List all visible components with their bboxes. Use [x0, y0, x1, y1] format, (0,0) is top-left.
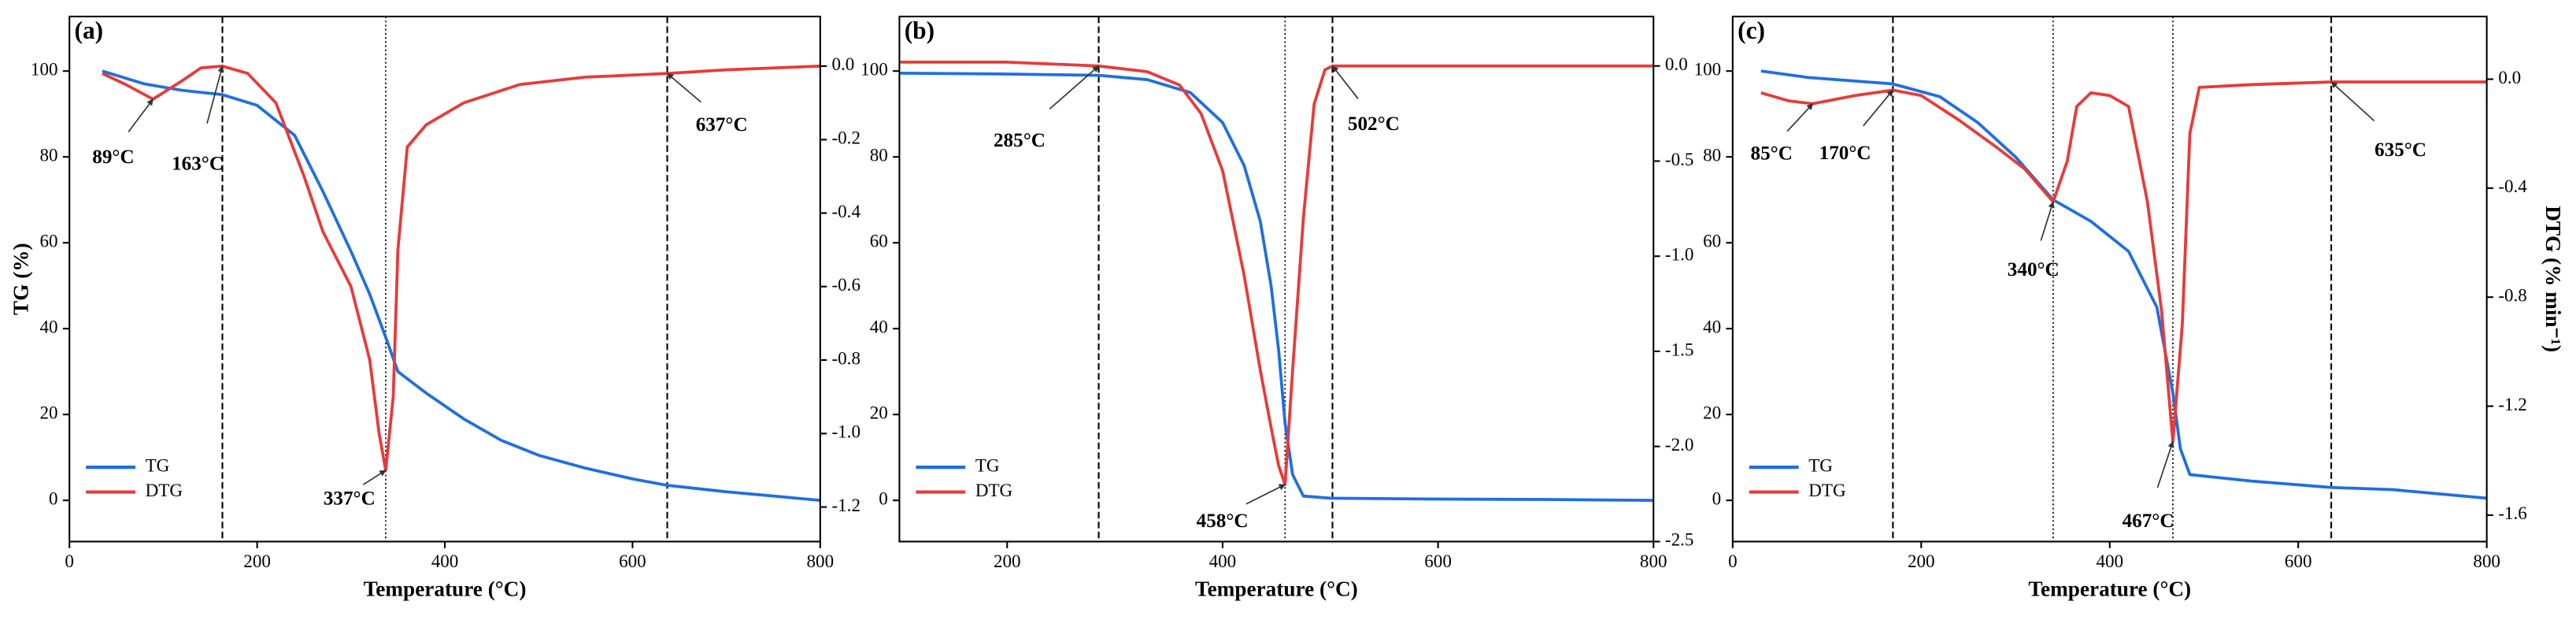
x-tick-label: 800 [807, 551, 835, 571]
legend-label: TG [146, 455, 170, 475]
y2-tick-label: -2.0 [1665, 434, 1693, 455]
y-tick-label: 20 [870, 402, 888, 422]
y2-tick-label: -0.8 [2498, 284, 2526, 305]
annotation-arrow [2156, 440, 2174, 488]
y2-tick-label: 0.0 [1665, 54, 1688, 74]
y-axis-label: TG (%) [9, 243, 33, 315]
y2-tick-label: -0.8 [831, 347, 860, 368]
x-tick-label: 600 [619, 551, 646, 571]
annotation-arrow [362, 470, 387, 485]
annotation: 89°C [92, 147, 134, 168]
annotation: 635°C [2374, 139, 2426, 161]
legend-label: DTG [1808, 480, 1845, 500]
y2-tick-label: 0.0 [831, 54, 854, 74]
data-line [1760, 80, 2487, 444]
y-tick-label: 20 [1703, 402, 1721, 422]
data-line [102, 69, 820, 503]
y2-tick-label: -0.6 [831, 274, 860, 295]
x-tick-label: 0 [65, 551, 74, 571]
annotation: 467°C [2123, 510, 2174, 532]
x-tick-label: 400 [1209, 551, 1237, 571]
annotation: 458°C [1197, 510, 1249, 532]
annotation: 85°C [1751, 143, 1793, 164]
annotation: 637°C [696, 114, 748, 136]
annotation: 163°C [172, 153, 224, 174]
panel-label: (a) [74, 17, 103, 44]
y-tick-label: 100 [1694, 58, 1722, 79]
data-line [1760, 69, 2487, 500]
x-tick-label: 600 [2285, 551, 2312, 571]
y-tick-label: 60 [39, 230, 57, 251]
y2-tick-label: -1.2 [2498, 394, 2526, 414]
y2-tick-label: -0.2 [831, 128, 860, 148]
annotation: 340°C [2008, 259, 2060, 280]
y-tick-label: 40 [870, 316, 888, 336]
y2-tick-label: -1.6 [2498, 503, 2526, 523]
x-tick-label: 0 [1728, 551, 1738, 571]
y-tick-label: 100 [31, 58, 58, 79]
x-tick-label: 200 [994, 551, 1021, 571]
annotation-arrow [206, 65, 224, 124]
panel-label: (b) [905, 17, 935, 44]
y-tick-label: 0 [49, 488, 58, 508]
annotation-arrow [1049, 65, 1100, 110]
annotation-arrow [2040, 201, 2055, 241]
plot-frame [898, 15, 1655, 543]
y-tick-label: 60 [1703, 230, 1721, 251]
x-tick-label: 400 [2096, 551, 2123, 571]
y-tick-label: 40 [1703, 316, 1721, 336]
x-axis-label: Temperature (°C) [2028, 577, 2191, 601]
annotation-arrow [666, 72, 701, 103]
y2-tick-label: -2.5 [1665, 529, 1693, 550]
y-tick-label: 60 [870, 230, 888, 251]
legend-label: DTG [975, 480, 1012, 500]
annotation-arrow [1786, 103, 1814, 132]
data-line [899, 72, 1654, 503]
y-tick-label: 80 [1703, 144, 1721, 165]
y-tick-label: 100 [861, 58, 888, 79]
y2-tick-label: -1.5 [1665, 339, 1693, 359]
data-line [899, 61, 1654, 486]
y2-tick-label: -1.0 [831, 421, 860, 442]
annotation: 170°C [1819, 143, 1871, 164]
annotation: 502°C [1348, 113, 1400, 135]
annotation-arrow [128, 98, 154, 132]
x-tick-label: 200 [243, 551, 271, 571]
plot-frame [68, 15, 821, 543]
legend-label: DTG [146, 480, 183, 500]
y2-tick-label: -1.2 [831, 495, 860, 515]
legend-label: TG [1808, 455, 1833, 475]
x-tick-label: 800 [1640, 551, 1667, 571]
x-tick-label: 800 [2473, 551, 2500, 571]
annotation-arrow [1331, 65, 1359, 99]
y-tick-label: 80 [870, 144, 888, 165]
annotation-arrow [1245, 484, 1286, 505]
data-line [102, 65, 820, 472]
y2-tick-label: -0.4 [831, 201, 861, 221]
y2-axis-label: DTG (% min⁻¹) [2541, 206, 2565, 352]
x-tick-label: 400 [431, 551, 459, 571]
y-tick-label: 40 [39, 316, 57, 336]
y-tick-label: 80 [39, 144, 57, 165]
y-tick-label: 0 [879, 488, 888, 508]
x-axis-label: Temperature (°C) [1195, 577, 1358, 601]
x-tick-label: 600 [1424, 551, 1452, 571]
y2-tick-label: -1.0 [1665, 244, 1693, 265]
legend-label: TG [975, 455, 1000, 475]
annotation: 337°C [324, 488, 376, 509]
x-axis-label: Temperature (°C) [364, 577, 527, 601]
annotation-arrow [2330, 81, 2375, 121]
x-tick-label: 200 [1908, 551, 1935, 571]
y2-tick-label: -0.5 [1665, 149, 1693, 169]
y-tick-label: 20 [39, 402, 57, 422]
annotation-arrow [1863, 89, 1894, 127]
y2-tick-label: 0.0 [2498, 67, 2521, 87]
annotation: 285°C [994, 130, 1046, 151]
y2-tick-label: -0.4 [2498, 176, 2527, 196]
y-tick-label: 0 [1712, 488, 1722, 508]
panel-label: (c) [1738, 17, 1765, 44]
